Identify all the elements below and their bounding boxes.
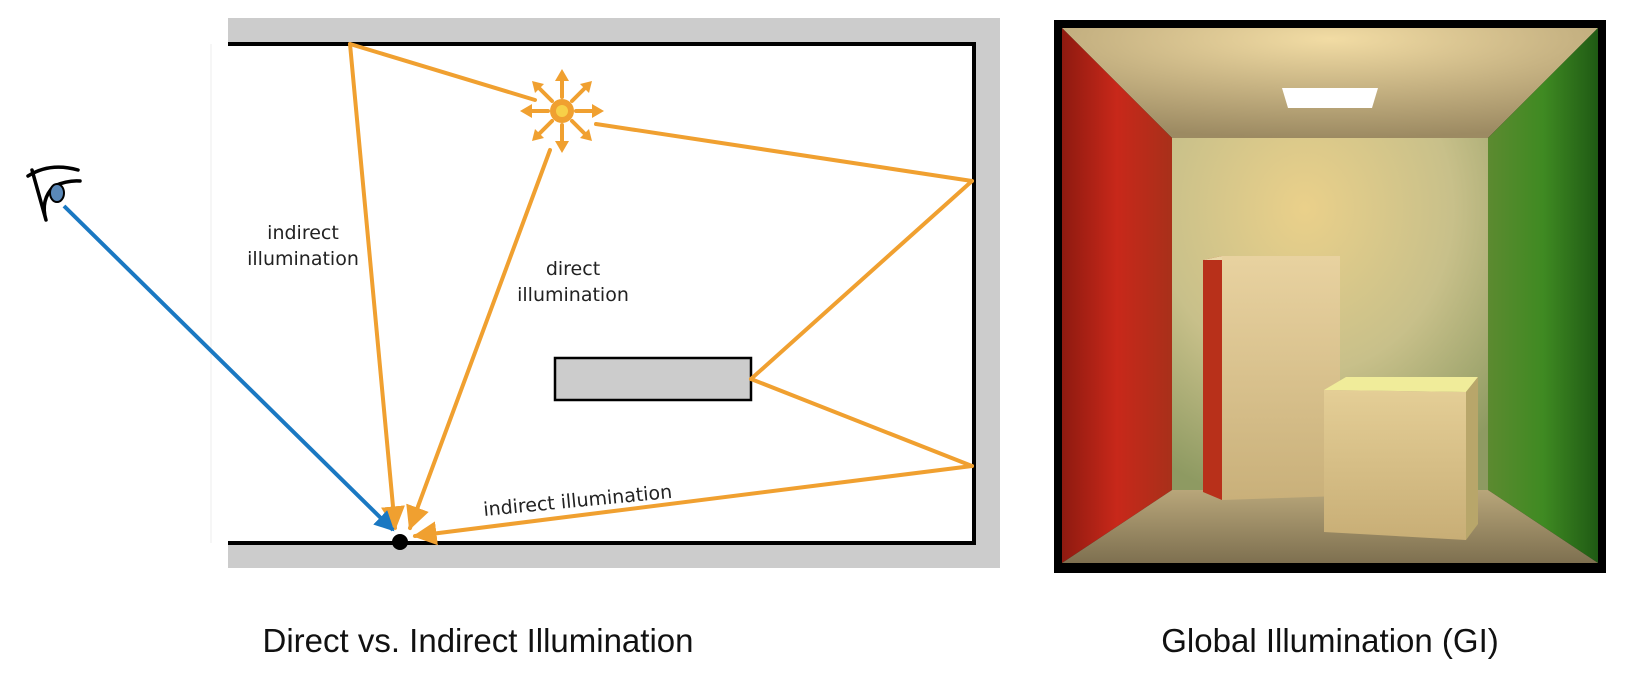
- render-cube-side: [1466, 377, 1478, 540]
- ray-light-to-right-wall: [594, 122, 974, 183]
- cornell-box-render: [1054, 20, 1606, 573]
- ray-wall-to-point: [412, 464, 974, 546]
- ray-ceiling-to-point: [348, 42, 405, 531]
- render-ceiling: [1062, 28, 1598, 138]
- render-tall-block-front: [1222, 256, 1340, 500]
- label-direct-2: illumination: [517, 284, 629, 306]
- wall-gray-top: [228, 18, 1000, 44]
- ray-paths: [348, 42, 974, 546]
- label-direct-1: direct: [546, 258, 600, 280]
- ray-direct: [406, 148, 552, 531]
- eye-icon: [26, 165, 82, 222]
- ray-light-to-ceiling: [348, 42, 537, 102]
- render-ceiling-light: [1282, 88, 1378, 108]
- ray-box-to-wall: [749, 377, 974, 468]
- render-tall-block-side: [1203, 256, 1222, 500]
- light-source-icon: [520, 69, 604, 153]
- direct-indirect-diagram: indirect illumination direct illuminatio…: [26, 18, 1000, 568]
- ray-wall-to-box: [749, 179, 974, 381]
- label-indirect-left-1: indirect: [267, 222, 339, 244]
- label-indirect-left-2: illumination: [247, 248, 359, 270]
- wall-gray-bottom: [228, 543, 1000, 568]
- occluder-box: [553, 356, 753, 402]
- render-red-wall: [1062, 28, 1172, 563]
- caption-global-illumination: Global Illumination (GI): [1161, 622, 1499, 659]
- wall-gray-right: [974, 18, 1000, 568]
- render-cube-top: [1324, 377, 1478, 392]
- eye-ray: [62, 204, 395, 532]
- shading-point: [392, 534, 408, 550]
- caption-direct-indirect: Direct vs. Indirect Illumination: [262, 622, 694, 659]
- render-cube-front: [1324, 390, 1466, 540]
- render-green-wall: [1488, 28, 1598, 563]
- room-outline: [228, 42, 976, 545]
